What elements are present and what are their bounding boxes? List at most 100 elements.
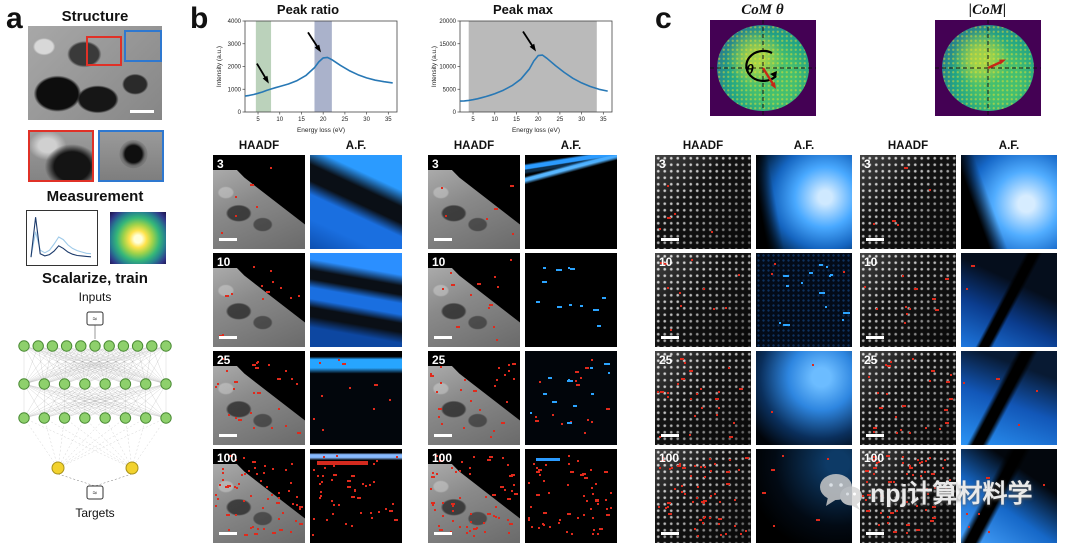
column-header-haadf: HAADF <box>453 140 495 152</box>
haadf-image: 25 <box>213 351 305 445</box>
row-count-label: 10 <box>432 255 446 269</box>
watermark-text: npj计算材料学 <box>870 480 1033 508</box>
svg-text:Intensity (a.u.): Intensity (a.u.) <box>216 46 223 87</box>
peak-max-chart: Peak max 5 10 15 20 25 30 35 0 5000 10000 15000 200… <box>428 2 618 134</box>
svg-text:25: 25 <box>342 117 349 123</box>
svg-text:15000: 15000 <box>439 42 456 48</box>
peak-ratio-title: Peak ratio <box>276 2 340 17</box>
row-count-label: 100 <box>659 451 680 465</box>
grid-com-theta: HAADF A.F. 3 10 25 100 <box>655 140 852 543</box>
com-vector-arrowhead <box>999 59 1006 65</box>
svg-text:30: 30 <box>363 117 370 123</box>
targets-label: Targets <box>75 506 115 520</box>
scale-bar <box>434 238 452 241</box>
svg-text:25: 25 <box>557 117 564 123</box>
haadf-image: 100 <box>860 449 956 543</box>
scale-bar <box>661 336 679 339</box>
scale-bar <box>434 532 452 535</box>
scale-bar <box>219 434 237 437</box>
svg-text:10000: 10000 <box>439 65 456 71</box>
roi-box-blue <box>124 30 162 62</box>
stem-crop-red <box>28 130 94 182</box>
af-map <box>961 155 1057 249</box>
diffraction-pattern-thumbnail <box>110 212 166 264</box>
svg-text:20000: 20000 <box>439 19 456 25</box>
panel-a-label: a <box>6 2 23 35</box>
svg-text:0: 0 <box>238 110 242 116</box>
svg-text:10: 10 <box>276 117 283 123</box>
scale-bar <box>866 532 884 535</box>
com-magnitude-overlay <box>935 20 1041 116</box>
svg-text:35: 35 <box>385 117 392 123</box>
peak-ratio-chart: Peak ratio 5 10 15 20 25 30 35 0 1000 2000 3000 400… <box>213 2 403 134</box>
row-count-label: 25 <box>217 353 231 367</box>
eels-spectrum-thumbnail <box>26 210 98 266</box>
af-map <box>756 155 852 249</box>
af-map <box>525 351 617 445</box>
eels-spectrum-plot <box>30 217 92 258</box>
af-map <box>310 351 402 445</box>
haadf-image: 3 <box>655 155 751 249</box>
com-theta-plot: θ <box>710 20 816 116</box>
af-map <box>756 253 852 347</box>
haadf-image: 10 <box>428 253 520 347</box>
com-theta-overlay: θ <box>710 20 816 116</box>
haadf-image: 3 <box>428 155 520 249</box>
row-count-label: 10 <box>864 255 878 269</box>
af-map <box>756 351 852 445</box>
column-header-af: A.F. <box>345 140 367 152</box>
row-count-label: 3 <box>659 157 666 171</box>
af-map <box>310 253 402 347</box>
roi-box-red <box>86 36 122 66</box>
scale-bar <box>866 336 884 339</box>
svg-text:≈: ≈ <box>93 489 98 498</box>
row-count-label: 100 <box>432 451 453 465</box>
row-count-label: 10 <box>217 255 231 269</box>
svg-text:15: 15 <box>513 117 520 123</box>
scale-bar <box>130 110 154 113</box>
grid-header: HAADF A.F. <box>213 140 402 152</box>
af-map <box>525 449 617 543</box>
haadf-image: 10 <box>860 253 956 347</box>
svg-text:Intensity (a.u.): Intensity (a.u.) <box>431 46 438 87</box>
svg-text:5000: 5000 <box>443 87 457 93</box>
com-vector-arrowhead <box>770 82 776 89</box>
scale-bar <box>434 434 452 437</box>
peak-max-title: Peak max <box>493 2 553 17</box>
scale-bar <box>219 532 237 535</box>
svg-text:35: 35 <box>600 117 607 123</box>
haadf-image: 100 <box>428 449 520 543</box>
haadf-image: 100 <box>213 449 305 543</box>
row-count-label: 3 <box>217 157 224 171</box>
com-theta-title: CoM θ <box>741 2 784 18</box>
svg-text:15: 15 <box>298 117 305 123</box>
row-count-label: 3 <box>864 157 871 171</box>
row-count-label: 25 <box>432 353 446 367</box>
haadf-image: 25 <box>860 351 956 445</box>
row-count-label: 3 <box>432 157 439 171</box>
haadf-image: 10 <box>213 253 305 347</box>
column-header-af: A.F. <box>793 140 815 152</box>
column-header-haadf: HAADF <box>887 140 929 152</box>
af-map <box>310 155 402 249</box>
peak-ratio-plot: 5 10 15 20 25 30 35 0 1000 2000 3000 4000 Energy los… <box>216 19 398 134</box>
grid-header: HAADF A.F. <box>428 140 617 152</box>
column-header-haadf: HAADF <box>238 140 280 152</box>
grid-peak-max: HAADF A.F. 3 10 25 100 <box>428 140 617 543</box>
svg-text:20: 20 <box>320 117 327 123</box>
af-map <box>310 449 402 543</box>
svg-text:Energy loss (eV): Energy loss (eV) <box>297 127 345 134</box>
theta-arc-arrow <box>745 49 777 83</box>
af-map <box>525 155 617 249</box>
af-map <box>961 449 1057 543</box>
haadf-image: 25 <box>655 351 751 445</box>
stem-crop-blue <box>98 130 164 182</box>
af-map <box>961 253 1057 347</box>
svg-text:3000: 3000 <box>228 42 242 48</box>
grid-peak-ratio: HAADF A.F. 3 10 25 100 <box>213 140 402 543</box>
grid-body: 3 10 25 100 <box>655 155 852 543</box>
watermark: npj计算材料学 <box>818 472 1033 512</box>
scale-bar <box>219 238 237 241</box>
inputs-label: Inputs <box>78 290 112 304</box>
scale-bar <box>661 434 679 437</box>
